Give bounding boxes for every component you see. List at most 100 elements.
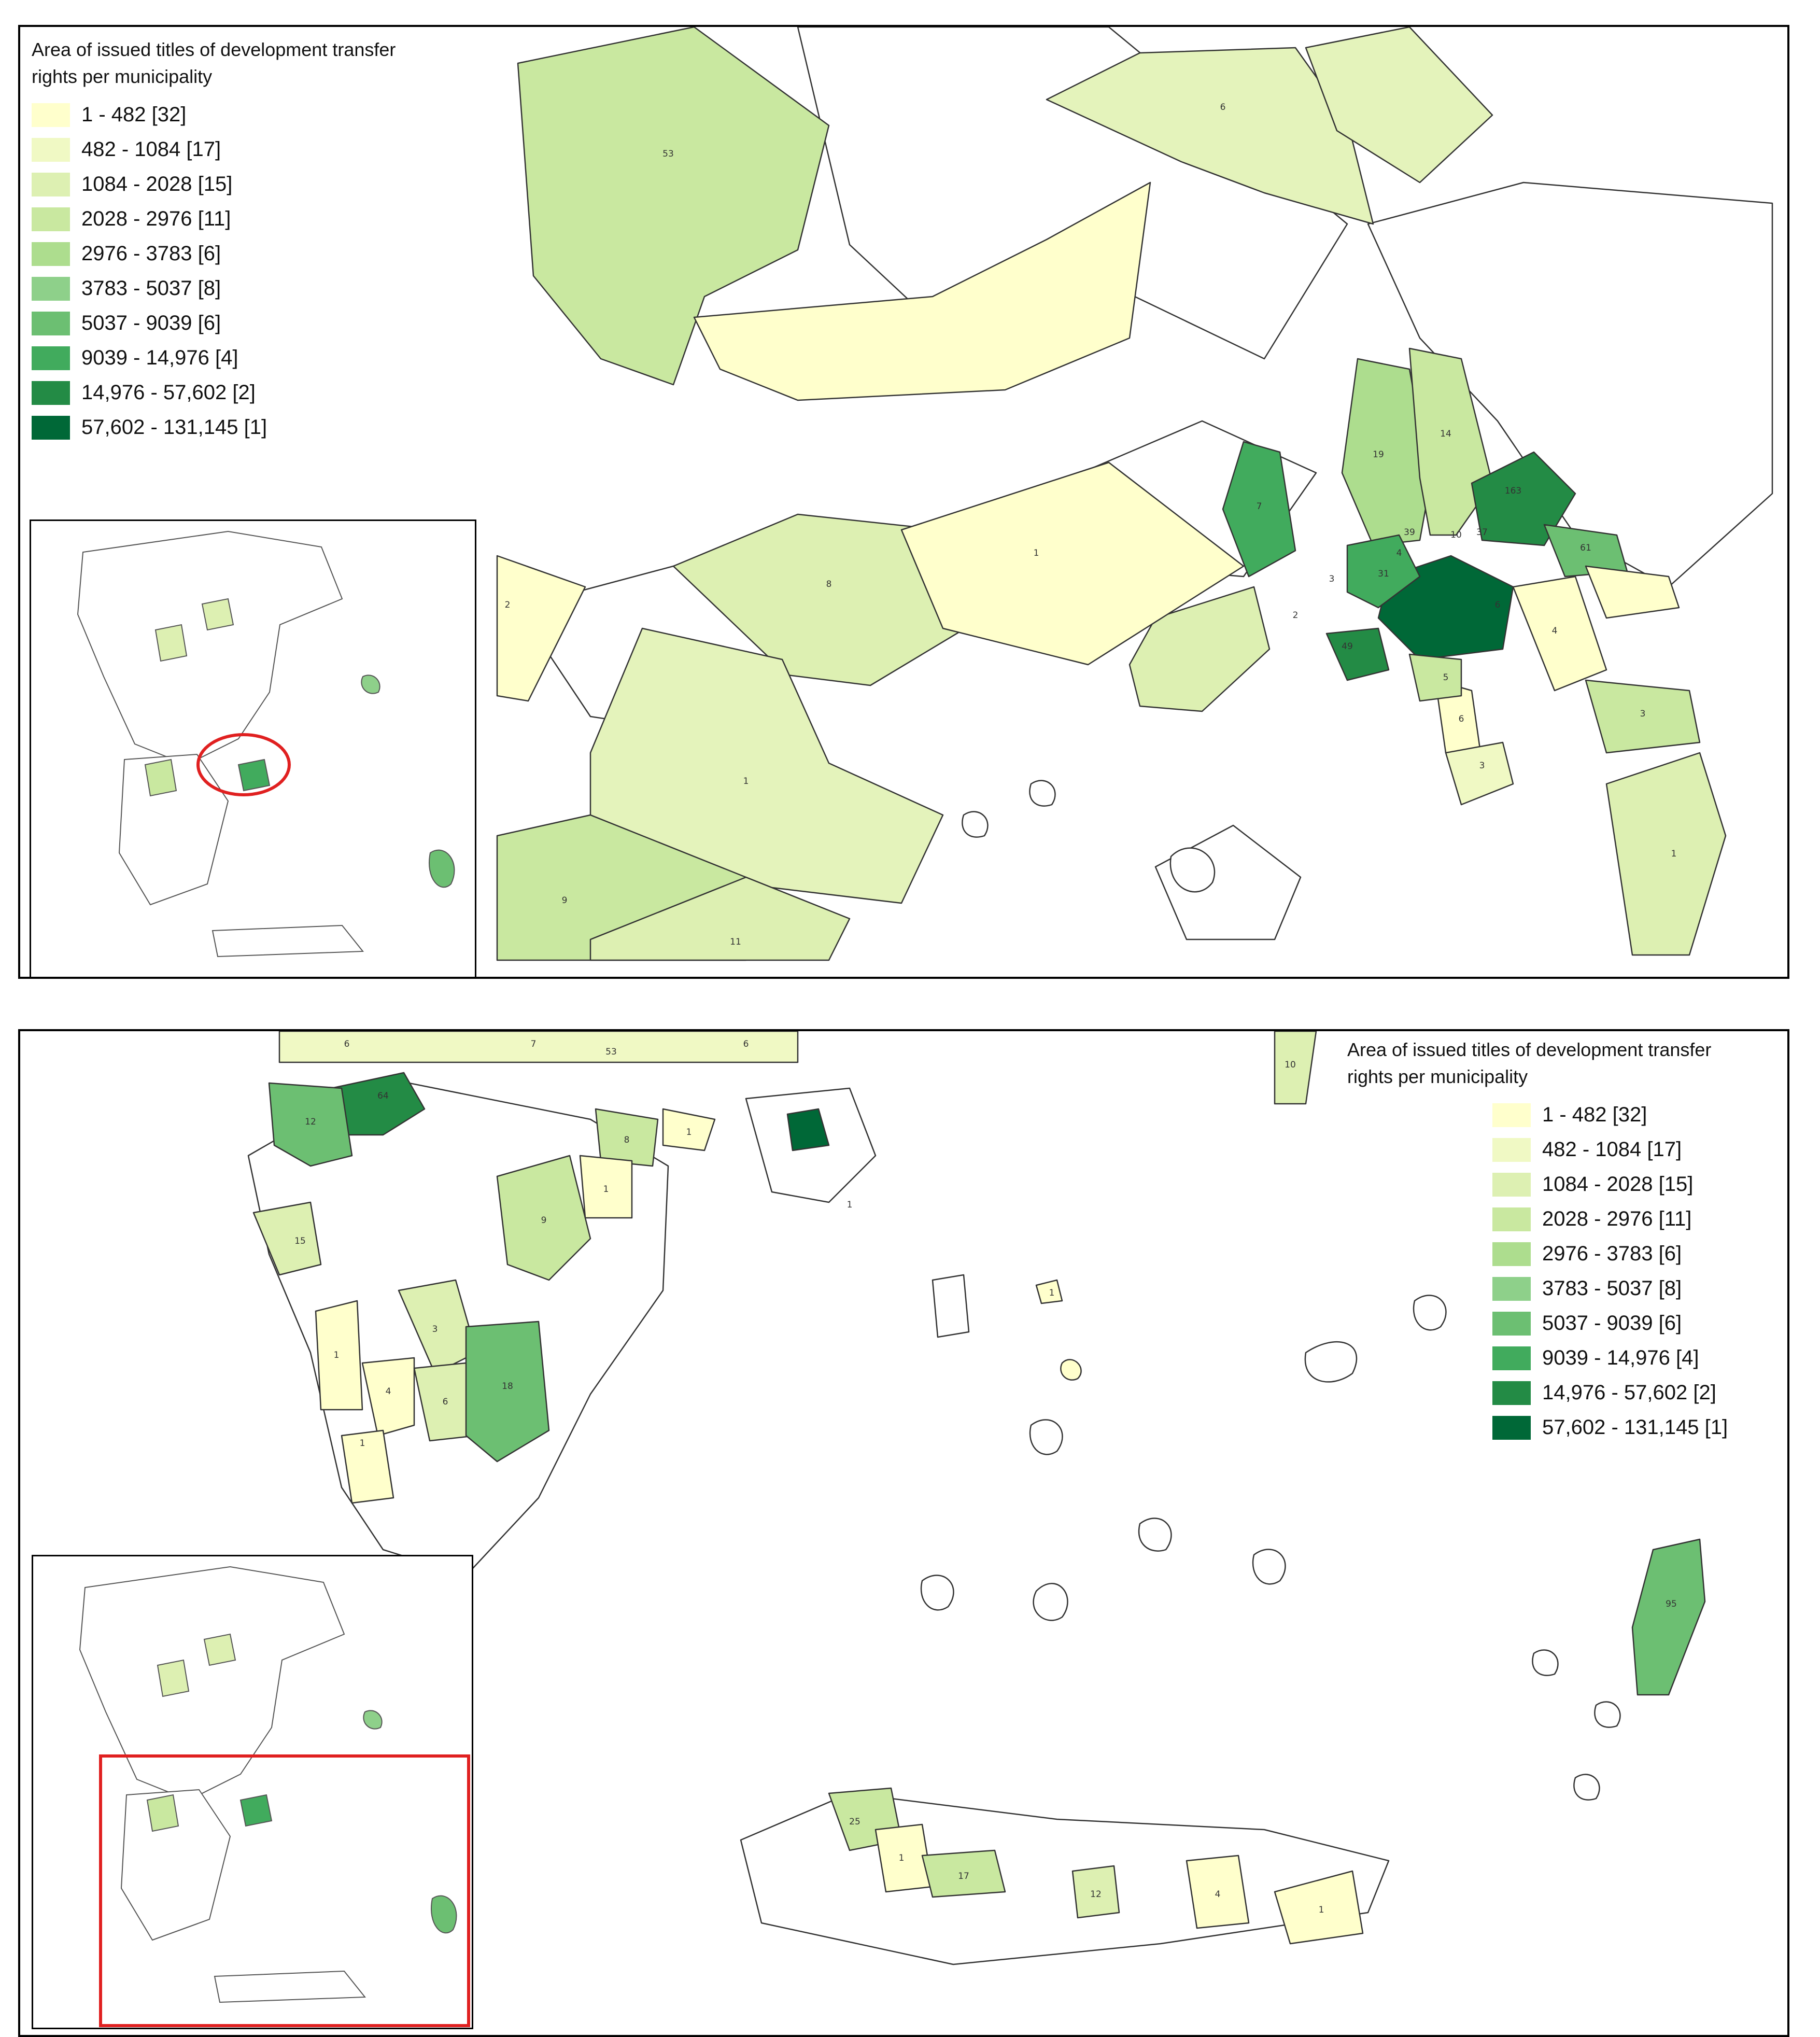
top-label: 6 — [1495, 600, 1501, 610]
region-17 — [921, 1849, 1006, 1898]
bottom-label: 1 — [334, 1350, 340, 1360]
region-3-south — [1445, 741, 1514, 806]
legend-swatch — [32, 311, 70, 335]
region-1-argos — [579, 1155, 633, 1219]
legend-swatch — [1492, 1103, 1531, 1127]
top-label: 1 — [1671, 849, 1677, 859]
legend-item: 2028 - 2976 [11] — [1492, 1202, 1728, 1237]
top-label: 3 — [1640, 709, 1646, 719]
top-label: 2 — [505, 600, 511, 610]
region-10-north — [1274, 1031, 1317, 1105]
legend-swatch — [32, 207, 70, 231]
bottom-label: 6 — [743, 1039, 749, 1049]
attica-map: 53 6 7 19 14 163 61 39 37 10 4 31 2 3 6 … — [496, 27, 1773, 961]
bottom-label: 1 — [603, 1184, 609, 1195]
region-14 — [1408, 347, 1493, 536]
legend-item: 1084 - 2028 [15] — [1492, 1167, 1728, 1202]
top-label: 1 — [743, 776, 749, 786]
region-2-west — [496, 555, 586, 702]
map-panel-south: 6 7 53 6 10 64 12 8 1 15 9 1 3 1 1 4 6 1… — [18, 1029, 1789, 2037]
top-label: 39 — [1404, 527, 1415, 538]
bottom-label: 1 — [847, 1200, 853, 1210]
legend-item: 482 - 1084 [17] — [32, 132, 396, 167]
legend-item: 2028 - 2976 [11] — [32, 202, 396, 236]
legend-item: 482 - 1084 [17] — [1492, 1132, 1728, 1167]
legend-label: 2028 - 2976 [11] — [81, 207, 231, 230]
legend-item: 5037 - 9039 [6] — [1492, 1306, 1728, 1341]
legend-item: 3783 - 5037 [8] — [1492, 1271, 1728, 1306]
top-label: 1 — [1034, 548, 1039, 558]
legend-label: 3783 - 5037 [8] — [81, 277, 221, 300]
top-label: 6 — [1459, 714, 1464, 724]
legend-label: 1084 - 2028 [15] — [81, 173, 233, 195]
top-label: 4 — [1396, 548, 1402, 558]
legend-swatch — [1492, 1137, 1531, 1162]
bottom-label: 7 — [531, 1039, 537, 1049]
region-1-large — [589, 627, 944, 904]
bottom-label: 12 — [305, 1117, 316, 1127]
legend-label: 57,602 - 131,145 [1] — [1542, 1416, 1728, 1439]
region-1-east — [1605, 752, 1727, 956]
legend-label: 2976 - 3783 [6] — [81, 242, 221, 265]
legend-label: 57,602 - 131,145 [1] — [81, 416, 267, 439]
legend-item: 1084 - 2028 [15] — [32, 167, 396, 202]
bottom-label: 53 — [605, 1047, 617, 1057]
region-2-east — [1585, 565, 1680, 619]
legend-label: 1084 - 2028 [15] — [1542, 1173, 1694, 1196]
greece-inset — [77, 530, 455, 958]
top-label: 3 — [1479, 761, 1485, 771]
legend-label: 1 - 482 [32] — [1542, 1103, 1647, 1126]
region-1-west — [693, 181, 1151, 401]
region-ring — [1346, 534, 1421, 609]
legend-swatch — [1492, 1276, 1531, 1301]
top-label: 14 — [1440, 429, 1451, 439]
legend-swatch — [1492, 1172, 1531, 1197]
top-label: 19 — [1373, 449, 1384, 460]
region-15 — [252, 1201, 322, 1276]
legend-swatch — [1492, 1207, 1531, 1231]
inset-map-bottom — [32, 1555, 473, 2029]
top-label: 3 — [1329, 574, 1335, 584]
region-19 — [1341, 358, 1431, 546]
region-11 — [589, 876, 851, 961]
region-18 — [465, 1320, 550, 1463]
top-label: 37 — [1476, 527, 1488, 538]
legend-swatch — [32, 172, 70, 196]
legend-items: 1 - 482 [32] 482 - 1084 [17] 1084 - 2028 [… — [32, 97, 396, 445]
legend-swatch — [1492, 1311, 1531, 1336]
legend-item: 1 - 482 [32] — [32, 97, 396, 132]
legend-swatch — [1492, 1381, 1531, 1405]
legend-items: 1 - 482 [32] 482 - 1084 [17] 1084 - 2028 [… — [1492, 1098, 1728, 1445]
legend-label: 14,976 - 57,602 [2] — [1542, 1381, 1716, 1404]
top-label: 8 — [826, 579, 832, 589]
region-1-south — [341, 1429, 394, 1504]
top-label: 9 — [562, 895, 568, 906]
legend-item: 57,602 - 131,145 [1] — [1492, 1410, 1728, 1445]
top-label: 61 — [1580, 543, 1591, 553]
region-3-east — [1585, 679, 1701, 754]
top-label: 11 — [730, 937, 741, 947]
south-greece-map: 6 7 53 6 10 64 12 8 1 15 9 1 3 1 1 4 6 1… — [247, 1031, 1706, 1965]
region-5 — [1408, 653, 1462, 702]
legend-swatch — [1492, 1415, 1531, 1440]
legend-item: 9039 - 14,976 [4] — [1492, 1341, 1728, 1375]
top-label: 4 — [1552, 626, 1558, 636]
legend-swatch — [32, 103, 70, 127]
region-4 — [361, 1357, 415, 1437]
bottom-label: 8 — [624, 1135, 630, 1145]
top-label: 6 — [1220, 102, 1226, 113]
region-1-center — [900, 461, 1245, 666]
region-12 — [268, 1082, 353, 1167]
bottom-label: 4 — [1215, 1889, 1221, 1900]
legend-item: 1 - 482 [32] — [1492, 1098, 1728, 1132]
region-8 — [595, 1108, 659, 1167]
legend-label: 482 - 1084 [17] — [1542, 1138, 1682, 1161]
legend-top: Area of issued titles of development tra… — [32, 36, 396, 445]
legend-title: Area of issued titles of development tra… — [32, 39, 396, 87]
legend-label: 9039 - 14,976 [4] — [81, 346, 238, 369]
legend-swatch — [1492, 1346, 1531, 1370]
greece-inset — [79, 1566, 470, 2027]
top-label: 49 — [1342, 641, 1353, 652]
bottom-label: 17 — [958, 1871, 969, 1881]
bottom-label: 18 — [502, 1381, 513, 1392]
